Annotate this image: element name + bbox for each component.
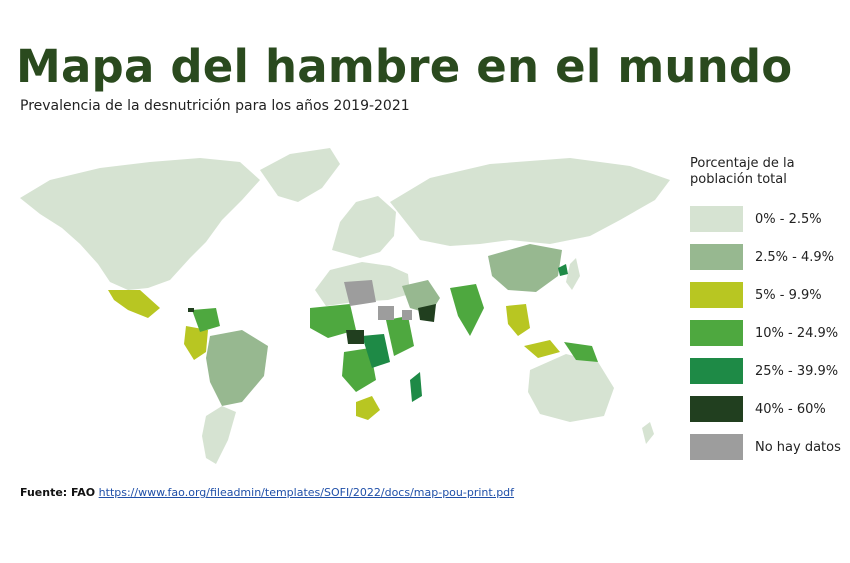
southeast-asia-shape — [506, 304, 530, 336]
legend-item-5-9.9: 5% - 9.9% — [690, 282, 845, 308]
legend-item-no-data: No hay datos — [690, 434, 845, 460]
legend-title-line2: población total — [690, 172, 787, 187]
map-5-10-regions — [108, 290, 560, 420]
map-title: Mapa del hambre en el mundo — [16, 40, 793, 93]
map-40-60-regions — [188, 304, 436, 344]
yemen-somalia-shape — [418, 304, 436, 322]
central-african-republic-shape — [346, 330, 364, 344]
legend-label: 25% - 39.9% — [755, 363, 839, 379]
map-25-40-regions — [362, 264, 568, 402]
legend-title: Porcentaje de la población total — [690, 156, 845, 188]
map-no-data-regions — [344, 280, 412, 320]
congo-shape — [362, 334, 390, 368]
world-map — [20, 148, 670, 464]
source-footer: Fuente: FAO https://www.fao.org/fileadmi… — [20, 486, 514, 499]
venezuela-colombia-shape — [192, 308, 220, 332]
source-label: Fuente: FAO — [20, 486, 96, 499]
legend-label: 5% - 9.9% — [755, 287, 822, 303]
map-10-25-regions — [192, 284, 598, 392]
legend-label: No hay datos — [755, 439, 841, 455]
map-low-prevalence-regions — [20, 148, 670, 464]
legend-swatch — [690, 206, 743, 232]
map-moderate-regions — [206, 244, 562, 406]
sudan-shape — [378, 306, 394, 320]
australia-shape — [528, 354, 614, 422]
mexico-shape — [108, 290, 160, 318]
west-africa-shape — [310, 304, 356, 338]
eritrea-shape — [402, 310, 412, 320]
legend-label: 0% - 2.5% — [755, 211, 822, 227]
east-africa-shape — [386, 316, 414, 356]
greenland-shape — [260, 148, 340, 202]
south-asia-shape — [450, 284, 484, 336]
legend-swatch — [690, 244, 743, 270]
legend-item-25-39.9: 25% - 39.9% — [690, 358, 845, 384]
legend-title-line1: Porcentaje de la — [690, 156, 795, 171]
new-zealand-shape — [642, 422, 654, 444]
legend-label: 2.5% - 4.9% — [755, 249, 835, 265]
legend-item-40-60: 40% - 60% — [690, 396, 845, 422]
legend-swatch — [690, 396, 743, 422]
legend-swatch — [690, 358, 743, 384]
legend-item-0-2.5: 0% - 2.5% — [690, 206, 845, 232]
north-korea-shape — [558, 264, 568, 276]
europe-shape — [332, 196, 396, 258]
southern-cone-shape — [202, 406, 236, 464]
brazil-shape — [206, 330, 268, 406]
japan-shape — [566, 258, 580, 290]
north-america-shape — [20, 158, 260, 290]
southern-africa-shape — [356, 396, 380, 420]
legend-item-2.5-4.9: 2.5% - 4.9% — [690, 244, 845, 270]
source-link[interactable]: https://www.fao.org/fileadmin/templates/… — [98, 486, 515, 499]
legend-swatch — [690, 320, 743, 346]
legend-label: 40% - 60% — [755, 401, 826, 417]
central-africa-shape — [342, 348, 376, 392]
andes-shape — [184, 326, 208, 360]
legend-swatch — [690, 434, 743, 460]
legend-label: 10% - 24.9% — [755, 325, 839, 341]
north-asia-shape — [390, 158, 670, 246]
indonesia-west-shape — [524, 340, 560, 358]
sahara-shape — [344, 280, 376, 306]
madagascar-shape — [410, 372, 422, 402]
legend-item-10-24.9: 10% - 24.9% — [690, 320, 845, 346]
map-legend: Porcentaje de la población total 0% - 2.… — [690, 156, 845, 472]
haiti-shape — [188, 308, 194, 312]
legend-swatch — [690, 282, 743, 308]
map-subtitle: Prevalencia de la desnutrición para los … — [20, 98, 410, 114]
indonesia-east-shape — [564, 342, 598, 362]
china-shape — [488, 244, 562, 292]
